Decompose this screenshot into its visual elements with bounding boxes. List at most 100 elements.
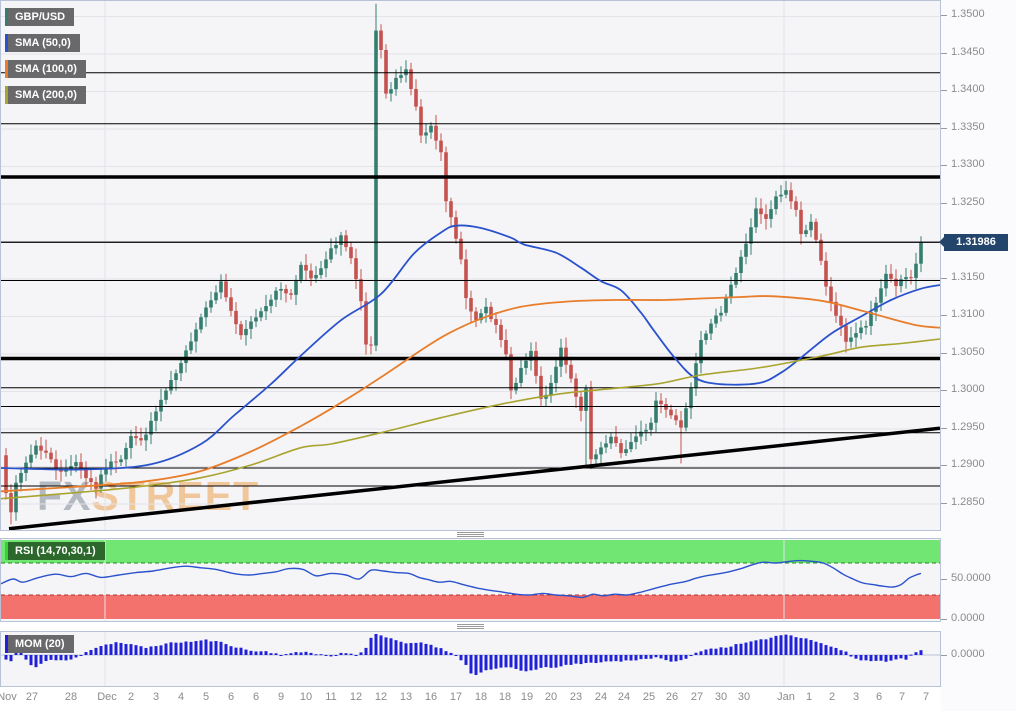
candle-body [679,420,683,428]
time-axis-label: 28 [64,691,78,703]
candle-body [389,89,393,94]
mom-bar [299,652,303,655]
candle-body [614,436,618,444]
mom-bar [794,637,798,655]
candle-body [414,88,418,107]
legend: GBP/USD SMA (50,0) SMA (100,0) SMA (200,… [5,8,86,112]
sma100-line[interactable] [1,295,940,493]
candle-body [824,260,828,287]
mom-bar [889,655,893,661]
candle-body [524,360,528,368]
candle-body [779,194,783,197]
candle-body [549,382,553,395]
mom-bar [174,642,178,655]
rsi-canvas[interactable] [1,539,940,621]
candle-body [564,347,568,365]
candle-body [59,469,63,472]
mom-bar [519,655,523,671]
ascending-trendline[interactable] [8,426,940,530]
mom-bar [359,652,363,655]
mom-bar [454,655,458,656]
panel-resize-handle-rsi[interactable] [457,532,484,537]
mom-bar [289,653,293,655]
momentum-panel[interactable]: MOM (20) [0,631,941,687]
mom-bar [79,655,83,656]
legend-item-symbol[interactable]: GBP/USD [5,8,75,26]
mom-bar [609,655,613,662]
time-axis-label: 6 [252,691,260,703]
candle-body [399,75,403,78]
candle-body [334,245,338,249]
time-axis-label: 13 [399,691,413,703]
mom-indicator-label[interactable]: MOM (20) [5,635,74,653]
mom-bar [344,653,348,655]
mom-bar [649,655,653,659]
mom-bar [899,655,903,659]
mom-bar [114,642,118,655]
rsi-line [1,559,922,599]
mom-bar [674,655,678,662]
rsi-panel[interactable]: RSI (14,70,30,1) [0,538,941,622]
candle-body [654,400,658,423]
price-badge-arrow-icon [939,237,944,247]
axis-tick [941,390,947,391]
mom-bar [104,644,108,655]
mom-bar [814,641,818,655]
mom-bar [354,655,358,657]
candle-body [314,274,318,279]
candle-body [859,327,863,334]
time-axis-label: 1 [805,691,813,703]
mom-bar [249,650,253,655]
candle-body [699,339,703,364]
mom-bar [414,642,418,655]
candle-body [54,459,58,470]
time-axis-label: 23 [569,691,583,703]
axis-tick [941,90,947,91]
candle-body [34,445,38,455]
time-axis-label: 30 [737,691,751,703]
mom-bar [259,651,263,655]
mom-bar [644,655,648,659]
mom-bar [139,646,143,655]
price-chart-panel[interactable]: FXSTREET GBP/USD SMA (50,0) SMA (100,0) … [0,0,941,531]
mom-bar [109,644,113,655]
candle-body [359,279,363,302]
mom-bar [734,644,738,655]
candle-body [119,459,123,463]
price-chart-canvas[interactable] [1,1,940,530]
candle-body [774,196,778,210]
mom-bar [839,650,843,655]
mom-bar [219,641,223,655]
time-axis-label: 20 [544,691,558,703]
momentum-canvas[interactable] [1,632,940,686]
panel-resize-handle-mom[interactable] [457,624,484,629]
mom-bar [639,655,643,660]
mom-bar [514,655,518,669]
rsi-indicator-label[interactable]: RSI (14,70,30,1) [5,542,105,560]
candle-body [249,321,253,329]
sma100-label: SMA (100,0) [15,63,77,75]
mom-bar [659,655,663,659]
legend-item-sma50[interactable]: SMA (50,0) [5,34,80,52]
candle-body [754,208,758,228]
candle-body [764,214,768,219]
mom-bar [529,655,533,671]
candle-body [834,301,838,316]
candle-body [269,299,273,307]
mom-bar [859,655,863,661]
mom-bar [54,655,58,661]
candle-body [899,279,903,287]
candle-body [644,429,648,432]
sma200-line[interactable] [1,338,940,500]
price-axis-label: 1.2950 [951,421,985,433]
sma200-color-strip [5,86,8,104]
candle-body [659,400,663,405]
mom-bar [194,641,198,655]
mom-bar [214,641,218,655]
mom-bar [209,641,213,655]
time-axis-label: 11 [325,691,337,703]
legend-item-sma100[interactable]: SMA (100,0) [5,60,86,78]
mom-bar [74,655,78,658]
price-axis-label: 1.3500 [951,8,985,20]
legend-item-sma200[interactable]: SMA (200,0) [5,86,86,104]
